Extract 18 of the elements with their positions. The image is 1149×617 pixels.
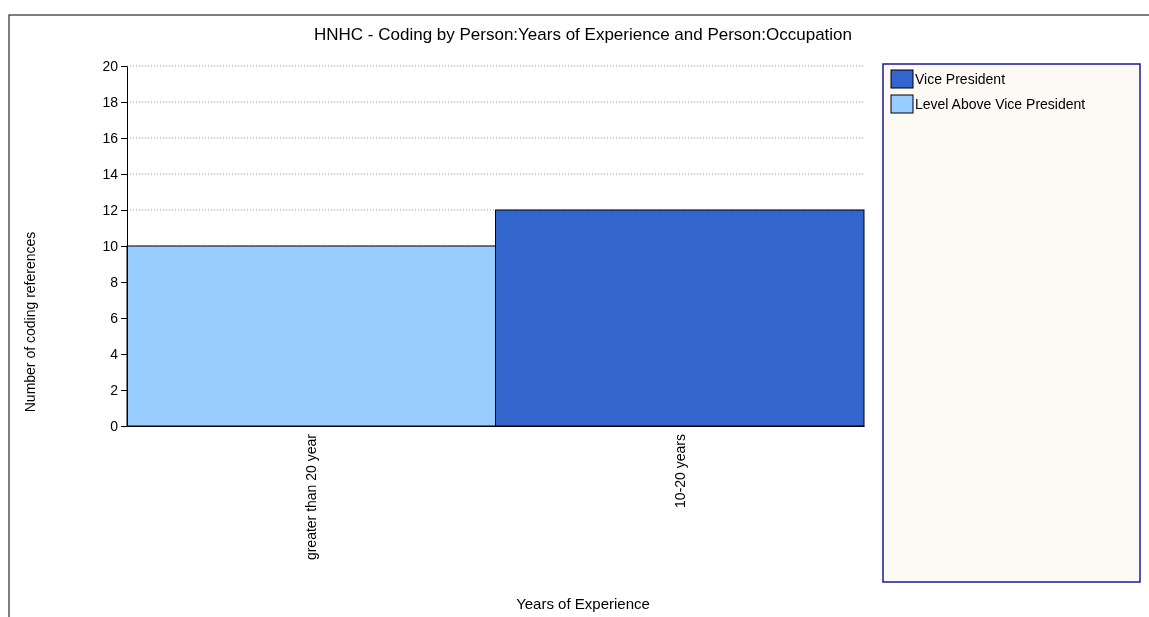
y-tick-label: 4 [110, 345, 119, 362]
y-tick-label: 20 [102, 57, 119, 74]
y-tick-label: 2 [110, 381, 119, 398]
y-tick-label: 6 [110, 309, 119, 326]
y-tick-label: 12 [102, 201, 119, 218]
chart-title: HNHC - Coding by Person:Years of Experience and Person:Occupation [314, 25, 852, 44]
x-axis-title: Years of Experience [516, 595, 650, 612]
y-tick-label: 8 [110, 273, 119, 290]
x-tick-label: 10-20 years [671, 434, 688, 508]
y-tick-label: 16 [102, 129, 119, 146]
y-axis-title: Number of coding references [22, 231, 38, 413]
y-tick-label: 0 [110, 417, 119, 434]
legend-label: Vice President [915, 71, 1006, 87]
legend-label: Level Above Vice President [915, 96, 1086, 112]
y-tick-label: 18 [102, 93, 119, 110]
y-tick-label: 14 [102, 165, 119, 182]
y-tick-label: 10 [102, 237, 119, 254]
x-tick-label: greater than 20 year [303, 433, 320, 561]
